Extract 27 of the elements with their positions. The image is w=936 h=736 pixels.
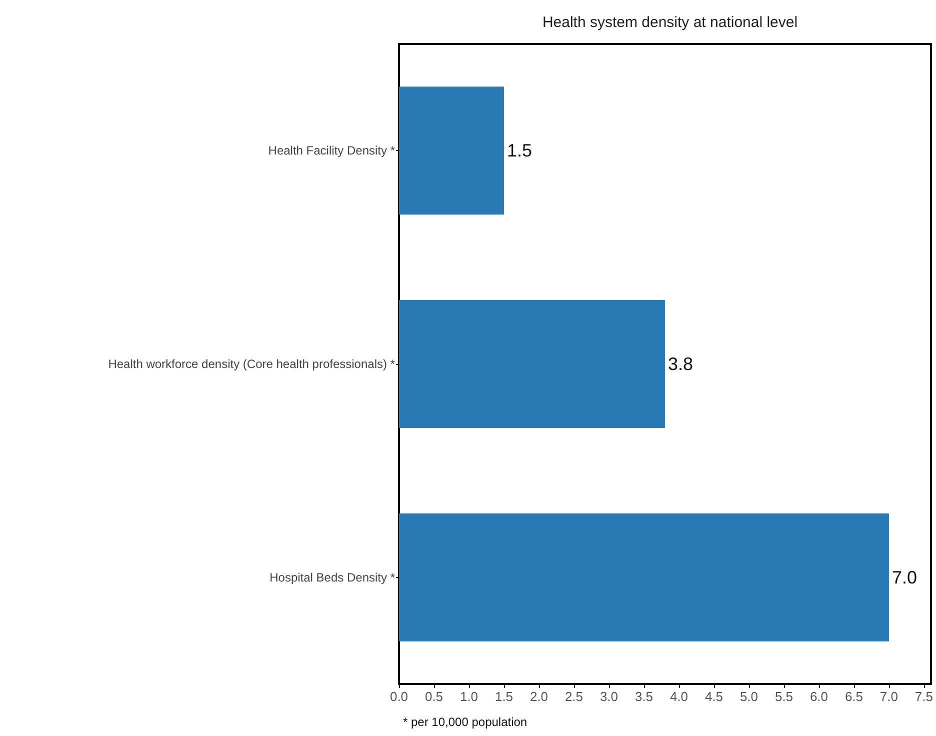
- x-tick-label: 0.5: [424, 689, 444, 704]
- chart-title: Health system density at national level: [542, 14, 798, 31]
- text: * per 10,000 population: [403, 715, 528, 729]
- x-tick-label: 3.0: [600, 689, 618, 704]
- x-tick-label: 4.0: [670, 689, 688, 704]
- bar: [399, 300, 665, 428]
- x-tick-label: 0.0: [390, 689, 408, 704]
- x-tick-label: 1.0: [460, 689, 478, 704]
- x-tick-label: 1.5: [494, 689, 514, 704]
- x-tick-label: 3.5: [634, 689, 654, 704]
- x-tick-label: 6.5: [844, 689, 864, 704]
- data-label: 3.8: [668, 354, 694, 374]
- x-tick-label: 4.5: [704, 689, 724, 704]
- data-label: 1.5: [506, 140, 532, 161]
- x-tick-label: 5.5: [774, 689, 794, 704]
- data-label: 7.0: [892, 567, 917, 588]
- x-tick-label: 2.5: [564, 689, 584, 704]
- x-tick-label: 6.0: [810, 689, 828, 704]
- y-tick-label: Health workforce density (Core health professionals) *: [108, 357, 396, 371]
- x-tick-label: 7.0: [880, 689, 898, 704]
- bar: [399, 513, 889, 642]
- bar: [399, 86, 504, 215]
- x-tick-label: 7.5: [914, 689, 934, 704]
- y-tick-label: Hospital Beds Density *: [270, 570, 396, 584]
- y-tick-label: Health Facility Density *: [268, 144, 396, 158]
- x-tick-label: 5.0: [740, 689, 758, 704]
- x-tick-label: 2.0: [530, 689, 548, 704]
